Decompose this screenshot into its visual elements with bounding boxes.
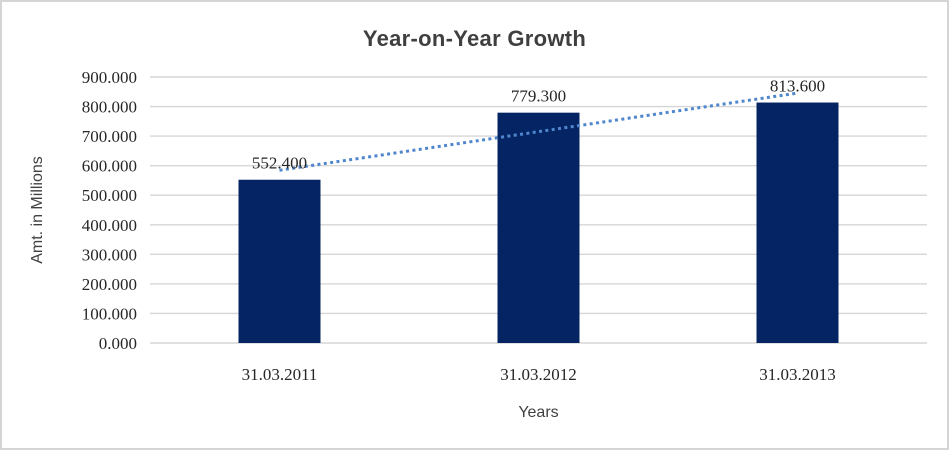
y-tick-label: 900.000: [82, 68, 137, 87]
y-axis-title: Amt. in Millions: [29, 156, 46, 264]
y-tick-label: 700.000: [82, 127, 137, 146]
chart-title: Year-on-Year Growth: [362, 26, 587, 51]
x-tick-label: 31.03.2013: [759, 365, 836, 384]
data-label: 779.300: [511, 87, 566, 106]
x-axis-title: Years: [518, 404, 559, 421]
y-tick-label: 200.000: [82, 275, 137, 294]
x-tick-label: 31.03.2011: [242, 365, 318, 384]
data-label: 813.600: [770, 77, 825, 96]
y-tick-label: 800.000: [82, 98, 137, 117]
y-tick-label: 500.000: [82, 186, 137, 205]
bar: [238, 179, 321, 343]
y-tick-label: 0.000: [99, 334, 137, 353]
y-tick-label: 100.000: [82, 304, 137, 323]
x-tick-label: 31.03.2012: [500, 365, 577, 384]
trendline: [279, 91, 798, 172]
y-tick-label: 400.000: [82, 216, 137, 235]
y-tick-label: 600.000: [82, 157, 137, 176]
data-label: 552.400: [252, 154, 307, 173]
bar: [756, 102, 839, 343]
bar: [497, 112, 580, 343]
y-tick-label: 300.000: [82, 245, 137, 264]
